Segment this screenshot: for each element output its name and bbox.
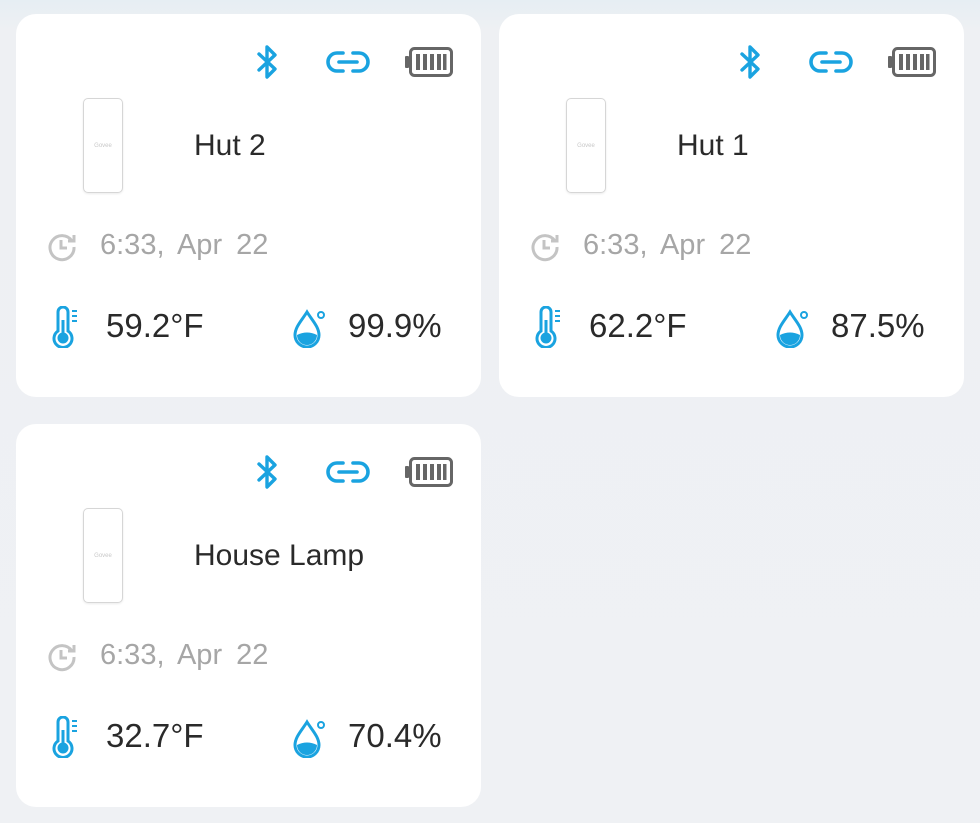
time-text: 6:33, <box>100 639 165 671</box>
date-text: Apr 22 <box>659 229 752 261</box>
device-name: Hut 2 <box>194 129 266 162</box>
bluetooth-icon <box>257 45 277 79</box>
humidity-value: 70.4% <box>348 717 442 754</box>
humidity-value: 99.9% <box>348 307 442 344</box>
device-image: Govee <box>566 98 606 193</box>
device-card[interactable]: Govee Hut 1 6:33, Apr 22 62.2°F 87.5% <box>499 14 964 397</box>
last-updated: 6:33, Apr 22 <box>100 639 268 672</box>
last-updated: 6:33, Apr 22 <box>100 229 268 262</box>
water-drop-icon <box>293 719 325 758</box>
device-brand-logo: Govee <box>94 552 112 559</box>
water-drop-icon <box>293 309 325 348</box>
device-card[interactable]: Govee House Lamp 6:33, Apr 22 32.7°F 70.… <box>16 424 481 807</box>
link-icon[interactable] <box>326 460 370 484</box>
device-brand-logo: Govee <box>94 142 112 149</box>
clock-history-icon <box>48 234 76 262</box>
device-image: Govee <box>83 98 123 193</box>
humidity-value: 87.5% <box>831 307 925 344</box>
device-name: Hut 1 <box>677 129 749 162</box>
battery-full-icon <box>405 457 453 487</box>
date-text: Apr 22 <box>176 229 269 261</box>
last-updated: 6:33, Apr 22 <box>583 229 751 262</box>
time-text: 6:33, <box>583 229 648 261</box>
bluetooth-icon <box>740 45 760 79</box>
device-image: Govee <box>83 508 123 603</box>
thermometer-icon <box>52 716 77 758</box>
device-card[interactable]: Govee Hut 2 6:33, Apr 22 59.2°F 99.9% <box>16 14 481 397</box>
battery-full-icon <box>888 47 936 77</box>
device-brand-logo: Govee <box>577 142 595 149</box>
temperature-value: 32.7°F <box>106 717 204 754</box>
device-name: House Lamp <box>194 539 365 572</box>
link-icon[interactable] <box>326 50 370 74</box>
bluetooth-icon <box>257 455 277 489</box>
temperature-value: 62.2°F <box>589 307 687 344</box>
water-drop-icon <box>776 309 808 348</box>
thermometer-icon <box>52 306 77 348</box>
date-text: Apr 22 <box>176 639 269 671</box>
battery-full-icon <box>405 47 453 77</box>
thermometer-icon <box>535 306 560 348</box>
time-text: 6:33, <box>100 229 165 261</box>
link-icon[interactable] <box>809 50 853 74</box>
temperature-value: 59.2°F <box>106 307 204 344</box>
clock-history-icon <box>48 644 76 672</box>
clock-history-icon <box>531 234 559 262</box>
